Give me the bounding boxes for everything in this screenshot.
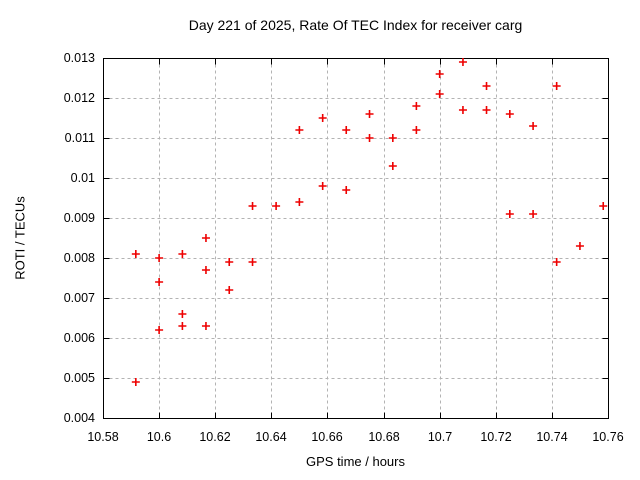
chart-title: Day 221 of 2025, Rate Of TEC Index for r… (188, 17, 523, 33)
data-point-marker (201, 266, 210, 274)
y-tick-label: 0.005 (63, 371, 95, 385)
y-tick-label: 0.006 (63, 331, 95, 345)
data-point-marker (178, 322, 187, 330)
data-point-marker (412, 126, 421, 134)
data-point-marker (201, 322, 210, 330)
data-point-marker (552, 82, 561, 90)
data-point-marker (201, 234, 210, 242)
x-tick-label: 10.72 (480, 430, 512, 444)
data-point-marker (435, 90, 444, 98)
y-tick-label: 0.011 (64, 131, 95, 145)
data-point-marker (225, 258, 234, 266)
data-point-marker (529, 210, 538, 218)
x-tick-label: 10.7 (427, 430, 453, 444)
data-point-marker (599, 202, 608, 210)
x-tick-label: 10.66 (311, 430, 343, 444)
x-axis-label: GPS time / hours (306, 454, 405, 469)
y-tick-label: 0.007 (63, 291, 95, 305)
data-point-marker (318, 114, 327, 122)
data-point-marker (458, 58, 467, 66)
data-point-marker (388, 134, 397, 142)
data-point-marker (365, 134, 374, 142)
y-tick-label: 0.013 (63, 51, 95, 65)
x-tick-label: 10.74 (536, 430, 568, 444)
x-tick-label: 10.64 (255, 430, 287, 444)
y-tick-label: 0.012 (63, 91, 95, 105)
y-tick-label: 0.009 (63, 211, 95, 225)
data-point-marker (295, 198, 304, 206)
data-point-marker (155, 326, 164, 334)
data-point-marker (155, 278, 164, 286)
data-point-marker (131, 378, 140, 386)
x-tick-label: 10.6 (146, 430, 172, 444)
data-point-marker (552, 258, 561, 266)
data-point-marker (178, 250, 187, 258)
x-tick-label: 10.68 (368, 430, 400, 444)
data-point-marker (529, 122, 538, 130)
data-point-marker (272, 202, 281, 210)
data-point-marker (295, 126, 304, 134)
data-point-marker (482, 82, 491, 90)
data-point-marker (248, 258, 257, 266)
data-point-marker (575, 242, 584, 250)
data-point-marker (225, 286, 234, 294)
data-point-marker (482, 106, 491, 114)
data-point-marker (131, 250, 140, 258)
data-point-marker (388, 162, 397, 170)
plot-border (103, 58, 609, 419)
data-point-marker (365, 110, 374, 118)
x-tick-label: 10.58 (87, 430, 119, 444)
data-point-marker (342, 126, 351, 134)
data-point-marker (505, 110, 514, 118)
data-point-marker (342, 186, 351, 194)
data-point-marker (458, 106, 467, 114)
data-point-marker (412, 102, 421, 110)
data-point-marker (318, 182, 327, 190)
x-tick-label: 10.76 (592, 430, 624, 444)
data-point-marker (155, 254, 164, 262)
y-tick-label: 0.01 (70, 171, 95, 185)
data-point-marker (505, 210, 514, 218)
x-tick-label: 10.62 (199, 430, 231, 444)
y-tick-label: 0.008 (63, 251, 95, 265)
data-point-marker (435, 70, 444, 78)
data-point-marker (178, 310, 187, 318)
y-tick-label: 0.004 (63, 411, 95, 425)
data-point-marker (248, 202, 257, 210)
